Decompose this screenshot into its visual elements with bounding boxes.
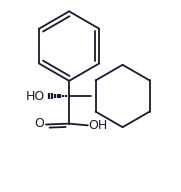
Text: HO: HO (26, 89, 45, 103)
Text: OH: OH (89, 119, 108, 132)
Text: O: O (34, 117, 44, 130)
